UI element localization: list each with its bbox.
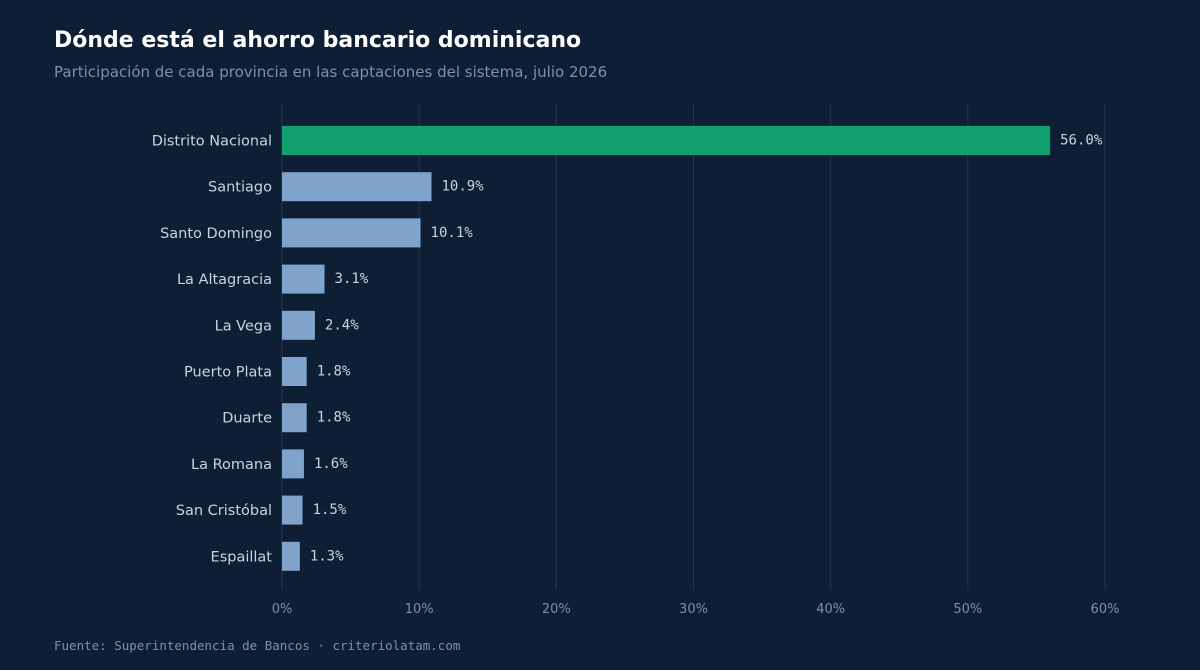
- category-label: Puerto Plata: [184, 365, 272, 381]
- category-label: Espaillat: [211, 549, 273, 565]
- category-label: Distrito Nacional: [152, 134, 272, 150]
- chart-subtitle: Participación de cada provincia en las c…: [54, 63, 608, 81]
- value-labels: 56.0% 10.9% 10.1% 3.1% 2.4% 1.8% 1.8% 1.6% 1.5% 1…: [310, 133, 1103, 565]
- x-tick-label: 50%: [953, 602, 982, 617]
- x-axis-ticks: 0% 10% 20% 30% 40% 50% 60%: [272, 602, 1120, 617]
- value-label: 1.8%: [317, 364, 351, 380]
- value-label: 1.8%: [317, 410, 351, 426]
- bar-4: [282, 310, 315, 340]
- bars: [282, 126, 1051, 571]
- bar-5: [282, 357, 307, 386]
- bar-3: [282, 264, 325, 294]
- category-label: La Romana: [191, 457, 272, 473]
- bar-2: [282, 218, 421, 248]
- bar-6: [282, 403, 307, 433]
- source-note: Fuente: Superintendencia de Bancos · cri…: [54, 638, 461, 653]
- x-tick-label: 40%: [816, 602, 845, 617]
- x-tick-label: 60%: [1091, 602, 1120, 617]
- bar-0: [282, 126, 1051, 155]
- category-label: Duarte: [222, 411, 272, 427]
- category-label: La Vega: [215, 318, 272, 334]
- bar-1: [282, 172, 432, 202]
- value-label: 2.4%: [325, 317, 359, 333]
- value-label: 1.3%: [310, 548, 344, 564]
- x-tick-label: 0%: [272, 602, 293, 617]
- category-label: San Cristóbal: [176, 503, 272, 519]
- x-tick-label: 30%: [679, 602, 708, 617]
- chart-title: Dónde está el ahorro bancario dominicano: [54, 28, 582, 53]
- value-label: 1.6%: [314, 456, 348, 472]
- category-labels: Distrito Nacional Santiago Santo Domingo La…: [152, 134, 273, 566]
- bar-9: [282, 541, 300, 571]
- category-label: Santiago: [208, 180, 272, 196]
- value-label: 56.0%: [1060, 133, 1103, 149]
- value-label: 3.1%: [335, 271, 369, 287]
- value-label: 10.9%: [442, 179, 485, 195]
- bar-7: [282, 449, 304, 479]
- value-label: 1.5%: [313, 502, 347, 518]
- category-label: Santo Domingo: [160, 226, 272, 242]
- x-tick-label: 10%: [405, 602, 434, 617]
- x-tick-label: 20%: [542, 602, 571, 617]
- category-label: La Altagracia: [177, 272, 272, 288]
- value-label: 10.1%: [431, 225, 474, 241]
- bar-8: [282, 495, 303, 525]
